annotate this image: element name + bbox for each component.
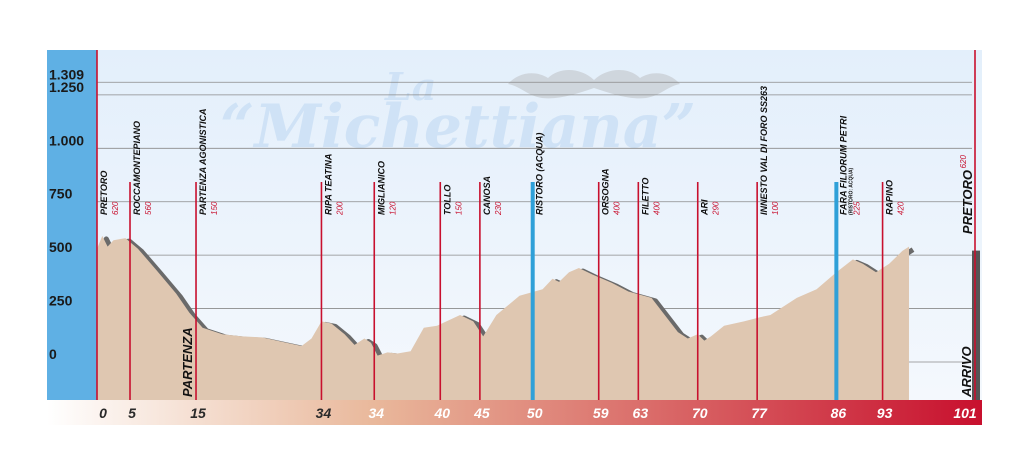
checkpoint-name: ORSOGNA (601, 168, 611, 215)
checkpoint-name: INNESTO VAL DI FORO SS263 (759, 86, 769, 215)
checkpoint-label: CANOSA 230 (482, 176, 503, 216)
km-tick-label: 50 (527, 405, 543, 421)
checkpoint-label: RISTORO (ACQUA) (535, 133, 545, 215)
km-tick-label: 63 (633, 405, 649, 421)
checkpoint-label: PRETORO 620 (959, 154, 975, 234)
checkpoint-name: ARI (700, 199, 710, 216)
checkpoint-altitude: 200 (335, 201, 344, 216)
logo-watermark: La “Michettiana” (220, 64, 696, 162)
checkpoint-altitude: 290 (712, 201, 721, 216)
logo-top-text: La (384, 64, 436, 109)
checkpoint-label: ORSOGNA 400 (601, 168, 622, 215)
checkpoint-name: PARTENZA AGONISTICA (198, 108, 208, 215)
start-annotation: PARTENZA (180, 327, 195, 397)
logo-main-text: “Michettiana” (220, 92, 696, 162)
checkpoint-altitude: 100 (771, 201, 780, 215)
km-tick-label: 34 (368, 405, 384, 421)
km-tick-label: 0 (99, 405, 107, 421)
km-tick-label: 15 (190, 405, 206, 421)
checkpoint-altitude: 620 (111, 201, 120, 215)
profile-area (97, 235, 909, 400)
km-tick-label: 5 (128, 405, 136, 421)
checkpoint-altitude: 400 (613, 201, 622, 215)
checkpoint-name: CANOSA (482, 176, 492, 215)
y-tick-label: 250 (49, 293, 73, 309)
km-tick-label: 93 (877, 405, 893, 421)
checkpoint-altitude: 620 (959, 154, 968, 168)
checkpoint-label: TOLLO 150 (442, 185, 463, 215)
km-tick-label: 40 (433, 405, 450, 421)
km-axis-band (47, 400, 982, 425)
checkpoint-altitude: 120 (388, 201, 397, 215)
y-tick-label: 500 (49, 239, 73, 255)
checkpoint-altitude: 420 (897, 201, 906, 215)
checkpoint-name: RAPINO (885, 180, 895, 215)
checkpoint-name: ROCCAMONTEPIANO (132, 121, 142, 215)
profile-end-wall (972, 250, 980, 400)
checkpoint-label: MIGLIANICO 120 (376, 161, 397, 215)
checkpoint-label: ROCCAMONTEPIANO 560 (132, 121, 153, 215)
checkpoint-subtitle: (RISTORO: ACQUA) (848, 167, 854, 215)
checkpoint-label: RAPINO 420 (885, 180, 906, 215)
km-tick-label: 77 (751, 405, 768, 421)
checkpoint-name: RISTORO (ACQUA) (535, 133, 545, 215)
km-tick-label: 86 (831, 405, 847, 421)
checkpoint-label: INNESTO VAL DI FORO SS263 100 (759, 86, 780, 215)
y-tick-label: 1.000 (49, 132, 84, 148)
checkpoint-label: FARA FILIORUM PETRI (RISTORO: ACQUA)225 (838, 115, 861, 216)
mustache-icon (508, 69, 680, 99)
y-axis-panel (47, 50, 97, 400)
checkpoint-name: FILETTO (640, 178, 650, 215)
checkpoint-altitude: 150 (210, 201, 219, 215)
checkpoint-name: MIGLIANICO (376, 161, 386, 215)
y-tick-label: 750 (49, 186, 73, 202)
checkpoint-label: RIPA TEATINA 200 (323, 154, 344, 216)
checkpoint-altitude: 560 (144, 201, 153, 215)
y-tick-label: 0 (49, 346, 57, 362)
km-tick-label: 70 (692, 405, 708, 421)
checkpoint-name: PRETORO (960, 170, 975, 234)
checkpoint-name: PRETORO (99, 171, 109, 215)
km-tick-label: 101 (953, 405, 977, 421)
y-tick-label: 1.309 (49, 66, 84, 82)
km-tick-label: 59 (593, 405, 609, 421)
checkpoint-label: ARI 290 (700, 199, 721, 216)
checkpoint-altitude: 230 (494, 201, 503, 216)
checkpoint-label: FILETTO 400 (640, 178, 661, 215)
checkpoint-name: RIPA TEATINA (323, 154, 333, 215)
y-tick-label: 1.250 (49, 79, 84, 95)
checkpoint-label: PARTENZA AGONISTICA 150 (198, 108, 219, 215)
checkpoint-name: TOLLO (442, 185, 452, 215)
checkpoint-altitude: 150 (454, 201, 463, 215)
checkpoint-altitude: 400 (652, 201, 661, 215)
finish-annotation: ARRIVO (959, 346, 974, 398)
checkpoint-altitude: 225 (852, 201, 861, 216)
km-tick-label: 45 (473, 405, 490, 421)
checkpoint-name: FARA FILIORUM PETRI (838, 115, 848, 215)
km-tick-label: 34 (316, 405, 332, 421)
